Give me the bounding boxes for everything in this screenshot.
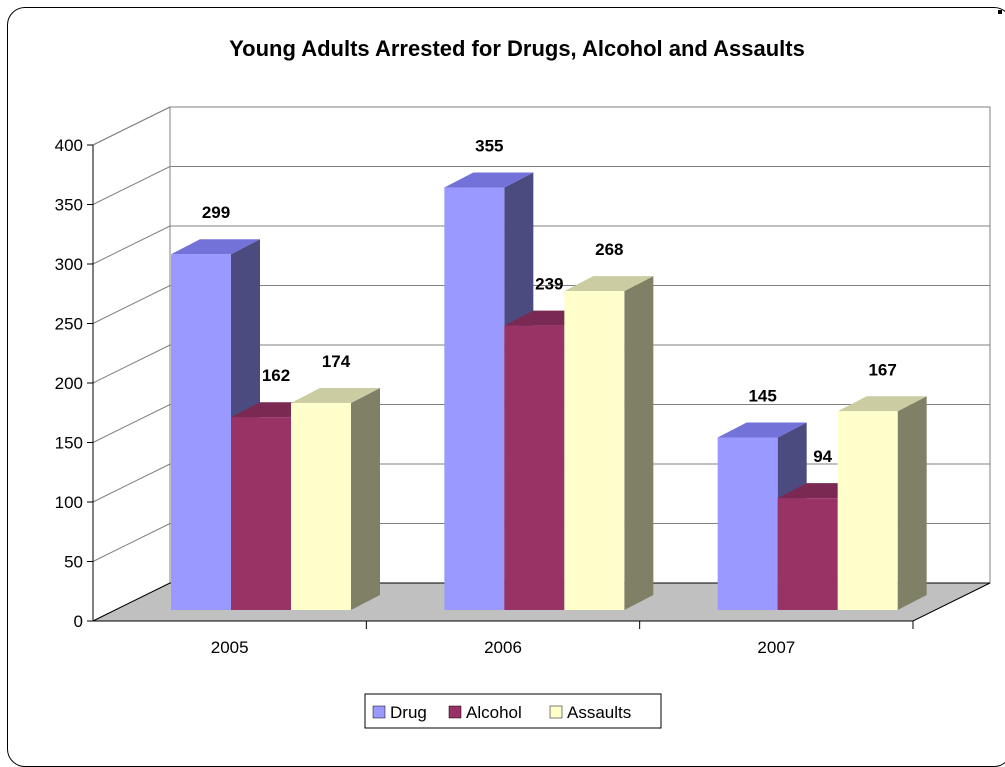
legend-swatch-drug xyxy=(372,705,386,719)
gridline-side xyxy=(92,285,171,324)
y-tick-label: 50 xyxy=(64,553,83,572)
legend-label-alcohol: Alcohol xyxy=(466,703,522,722)
x-tick-label: 2006 xyxy=(484,638,522,657)
bar-side-face xyxy=(897,396,927,610)
data-label: 94 xyxy=(813,447,832,466)
bar-front-face xyxy=(837,411,898,610)
bar-top-face xyxy=(837,396,927,412)
gridline-side xyxy=(92,225,171,265)
gridline-side xyxy=(92,166,171,205)
bar-chart-3d: Young Adults Arrested for Drugs, Alcohol… xyxy=(55,36,991,729)
data-label: 299 xyxy=(202,203,230,222)
y-tick-label: 150 xyxy=(55,434,83,453)
legend-label-assaults: Assaults xyxy=(567,703,631,722)
legend: Drug Alcohol Assaults xyxy=(364,693,662,729)
data-label: 145 xyxy=(748,386,776,405)
bar-assaults-2007 xyxy=(837,396,927,610)
y-tick-label: 0 xyxy=(74,612,83,631)
y-tick-label: 400 xyxy=(55,136,83,155)
frame-corner-dot xyxy=(998,10,1002,14)
data-label: 174 xyxy=(322,352,351,371)
category-axis-labels: 2005 2006 2007 xyxy=(211,638,795,657)
chart-title: Young Adults Arrested for Drugs, Alcohol… xyxy=(229,36,805,61)
data-labels: 299 162 174 355 239 268 145 94 167 xyxy=(202,137,897,467)
y-tick-label: 200 xyxy=(55,374,83,393)
data-label: 268 xyxy=(595,240,623,259)
data-label: 162 xyxy=(262,366,290,385)
y-tick-label: 250 xyxy=(55,315,83,334)
legend-label-drug: Drug xyxy=(390,703,427,722)
legend-swatch-alcohol xyxy=(448,705,462,719)
data-label: 355 xyxy=(475,137,503,156)
legend-box xyxy=(364,693,662,729)
value-axis: 0 50 100 150 200 250 300 350 400 xyxy=(55,136,914,631)
x-tick-label: 2005 xyxy=(211,638,249,657)
bar-top-face xyxy=(291,387,380,403)
gridline-side xyxy=(92,106,171,146)
bar-side-face xyxy=(624,276,654,610)
bar-top-face xyxy=(564,276,654,292)
bar-front-face xyxy=(777,498,838,610)
gridline-side xyxy=(92,404,171,443)
bar-front-face xyxy=(504,325,565,610)
bar-side-face xyxy=(351,387,380,610)
bar-assaults-2006 xyxy=(564,276,654,610)
bar-top-face xyxy=(171,239,260,255)
gridline-side xyxy=(92,523,171,562)
bar-top-face xyxy=(444,172,534,188)
bars xyxy=(171,172,927,611)
bar-front-face xyxy=(291,402,351,610)
x-tick-label: 2007 xyxy=(757,638,795,657)
bar-front-face xyxy=(231,417,291,610)
bar-front-face xyxy=(717,437,778,610)
legend-swatch-assaults xyxy=(549,705,563,719)
bar-top-face xyxy=(717,422,807,438)
bar-assaults-2005 xyxy=(291,387,380,610)
bar-front-face xyxy=(171,254,231,610)
gridline-side xyxy=(92,344,171,384)
gridline-side xyxy=(92,463,171,503)
bar-front-face xyxy=(564,291,625,610)
y-tick-label: 100 xyxy=(55,493,83,512)
bar-front-face xyxy=(444,187,505,611)
data-label: 239 xyxy=(535,275,563,294)
y-tick-label: 300 xyxy=(55,255,83,274)
y-tick-label: 350 xyxy=(55,196,83,215)
data-label: 167 xyxy=(868,360,896,379)
